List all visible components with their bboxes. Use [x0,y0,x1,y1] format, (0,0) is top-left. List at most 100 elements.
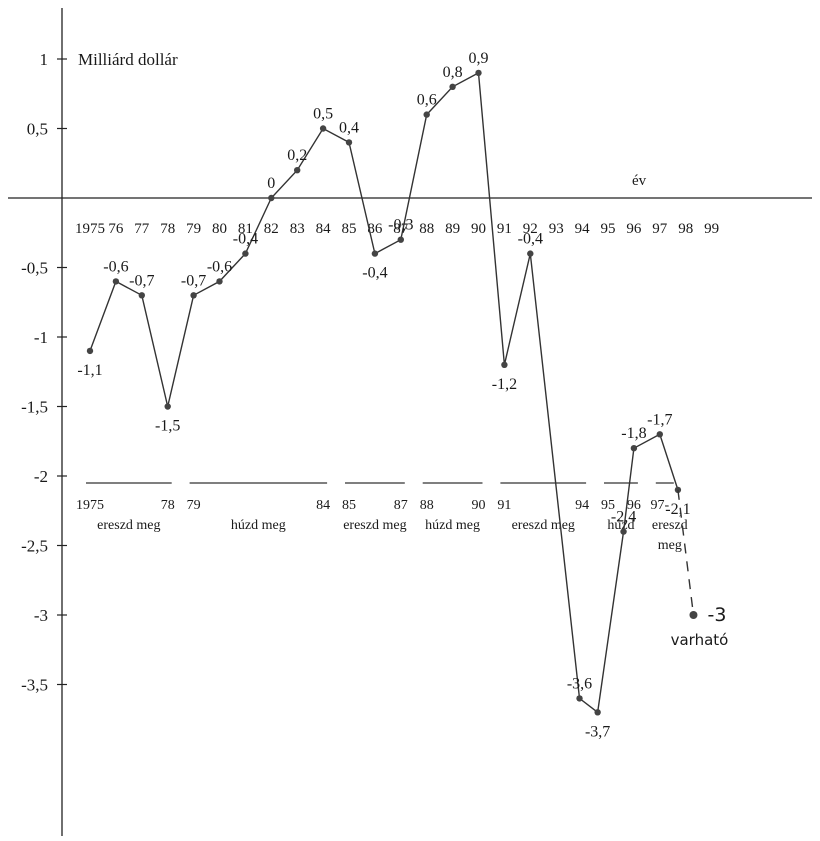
period-start-label: 1975 [76,498,104,513]
data-label: -3,6 [567,675,592,692]
x-tick-label: 84 [316,221,332,237]
y-tick-label: 0,5 [27,120,48,139]
period-start-label: 95 [601,498,615,513]
data-point [138,292,145,299]
data-point [242,250,249,257]
x-tick-label: 1975 [75,221,105,237]
data-point [501,361,508,368]
data-label: -2,1 [665,501,690,518]
y-tick-label: -1,5 [21,398,48,417]
forecast-note: varható [671,631,729,649]
period-name: húzd [607,518,634,533]
x-tick-label: 89 [445,221,460,237]
period-name: húzd meg [231,518,286,533]
period-name: ereszd meg [343,518,406,533]
x-tick-label: 82 [264,221,279,237]
data-label: -0,6 [103,258,128,275]
x-tick-label: 93 [549,221,564,237]
period-end-label: 90 [472,498,486,513]
period-name: ereszd [652,518,688,533]
period-end-label: 94 [575,498,589,513]
data-label: -3,7 [585,723,610,740]
y-tick-label: 1 [40,50,49,69]
x-axis-label: év [632,173,647,189]
x-tick-label: 87 [393,221,409,237]
x-ticks: 1975 76 77 78 79 80 81 82 83 84 85 86 87 88 89 90 91 92 93… [75,221,719,237]
period-name: húzd meg [425,518,480,533]
period-start-label: 88 [420,498,434,513]
data-label: -1,5 [155,418,180,435]
data-point [190,292,197,299]
data-point [294,167,301,174]
x-tick-label: 78 [160,221,175,237]
data-point [576,695,583,702]
data-point [86,347,94,355]
data-label: -0,3 [388,217,413,234]
series-line [89,71,679,714]
y-tick-label: -1 [34,328,48,347]
period-name: ereszd meg [512,518,575,533]
forecast-point [689,611,698,619]
data-point [345,139,353,146]
data-point [630,445,638,452]
period-name: meg [658,538,682,553]
x-tick-label: 77 [134,221,150,237]
x-tick-label: 76 [108,221,124,237]
y-tick-label: -2 [34,467,48,486]
y-tick-label: -0,5 [21,259,48,278]
period-start-label: 91 [497,498,511,513]
data-point [620,528,627,535]
x-tick-label: 98 [678,221,693,237]
y-tick-label: -3,5 [21,676,48,695]
x-tick-label: 94 [575,221,591,237]
data-point [216,278,223,285]
forecast-line [677,489,695,616]
data-point [527,250,534,257]
data-point [674,486,682,494]
data-point [371,250,379,257]
x-tick-label: 83 [290,221,305,237]
x-tick-label: 80 [212,221,227,237]
period-start-label: 97- [650,498,669,513]
x-tick-label: 79 [186,221,201,237]
data-point [268,194,275,202]
data-label: -1,2 [492,376,517,393]
data-point [319,125,327,132]
data-label: -1,7 [647,411,672,428]
x-tick-label: 92 [523,221,538,237]
x-tick-label: 86 [367,221,383,237]
x-tick-label: 95 [601,221,616,237]
x-tick-label: 96 [626,221,642,237]
data-point [449,83,456,91]
period-end-label: 84 [316,498,330,513]
data-label: -0,7 [129,272,154,289]
data-series: -1,1-0,6-0,7-1,5-0,7-0,6-0,400,20,50,4-0… [77,50,690,740]
y-ticks: 1 0,5 -0,5 -1 -1,5 -2 -2,5 -3 -3,5 [21,50,67,695]
data-point [423,111,430,118]
data-label: -0,4 [233,231,258,248]
data-label: 0,9 [469,50,489,67]
x-tick-label: 85 [342,221,357,237]
period-name: ereszd meg [97,518,160,533]
period-end-label: 87 [394,498,408,513]
data-label: -1,1 [77,362,102,379]
data-label: -0,4 [518,231,543,248]
period-end-label: 96 [627,498,641,513]
period-start-label: 85 [342,498,356,513]
data-label: -0,7 [181,272,206,289]
data-label: -2,4 [611,509,636,526]
forecast-group: -3 varható [671,489,729,649]
period-end-label: 78 [161,498,175,513]
period-start-label: 79 [187,498,201,513]
data-point [594,709,601,716]
data-point [475,69,482,77]
x-tick-label: 90 [471,221,486,237]
x-tick-label: 88 [419,221,434,237]
axes-layer [8,8,812,836]
data-point [164,403,171,410]
data-label: 0,6 [417,92,437,109]
x-tick-label: 91 [497,221,512,237]
data-label: 0,5 [313,106,333,123]
